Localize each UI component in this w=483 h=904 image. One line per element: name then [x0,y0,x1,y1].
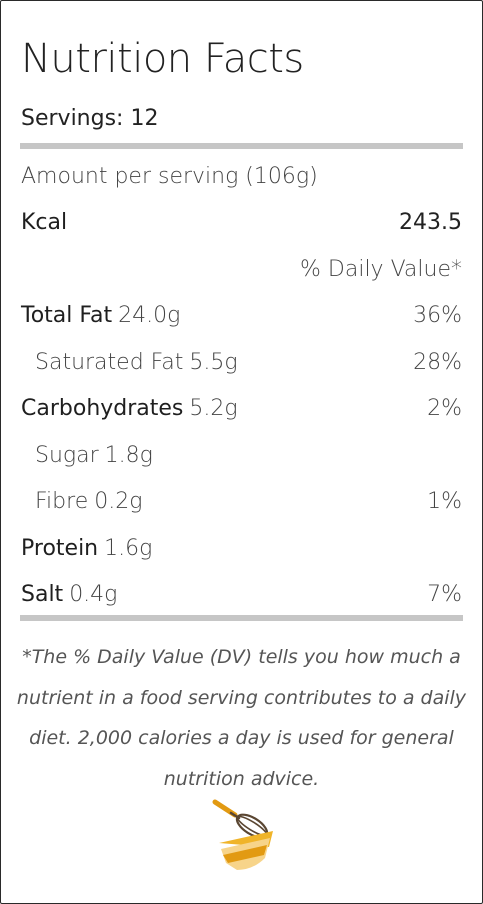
kcal-label: Kcal [21,210,68,235]
nutrient-daily-value: 28% [413,350,462,375]
nutrient-row-carbohydrates: Carbohydrates 5.2g 2% [21,392,462,426]
nutrient-amount: 1.8g [104,443,153,468]
servings-count: Servings: 12 [21,106,159,131]
nutrient-name: Fibre [35,489,89,514]
daily-value-footnote: *The % Daily Value (DV) tells you how mu… [16,646,467,790]
nutrition-title: Nutrition Facts [21,36,304,82]
nutrient-daily-value: 1% [427,489,462,514]
nutrient-amount: 24.0g [118,303,181,328]
whisk-bowl-icon [212,799,273,870]
nutrient-amount: 0.2g [94,489,143,514]
nutrient-amount: 5.5g [189,350,238,375]
divider-bottom [20,615,463,621]
nutrient-name: Salt [21,582,64,607]
nutrient-name: Protein [21,536,99,561]
daily-value-header: % Daily Value* [300,257,462,282]
nutrient-name: Carbohydrates [21,396,184,421]
divider-top [20,143,463,149]
nutrient-name: Saturated Fat [35,350,184,375]
nutrient-row-fibre: Fibre 0.2g 1% [21,485,462,519]
amount-per-serving: Amount per serving (106g) [21,164,318,189]
nutrient-amount: 5.2g [189,396,238,421]
nutrient-amount: 1.6g [104,536,153,561]
nutrient-name: Total Fat [21,303,113,328]
nutrient-daily-value: 36% [413,303,462,328]
nutrient-row-protein: Protein 1.6g [21,532,462,566]
nutrient-daily-value: 2% [427,396,462,421]
nutrient-name: Sugar [35,443,99,468]
kcal-row: Kcal 243.5 [21,206,462,240]
nutrient-daily-value: 7% [427,582,462,607]
nutrient-row-total-fat: Total Fat 24.0g 36% [21,299,462,333]
daily-value-header-row: % Daily Value* [21,253,462,287]
nutrient-row-sugar: Sugar 1.8g [21,439,462,473]
nutrient-amount: 0.4g [69,582,118,607]
kcal-value: 243.5 [399,210,462,235]
amount-per-serving-row: Amount per serving (106g) [21,160,462,194]
nutrient-row-saturated-fat: Saturated Fat 5.5g 28% [21,346,462,380]
nutrient-row-salt: Salt 0.4g 7% [21,578,462,612]
